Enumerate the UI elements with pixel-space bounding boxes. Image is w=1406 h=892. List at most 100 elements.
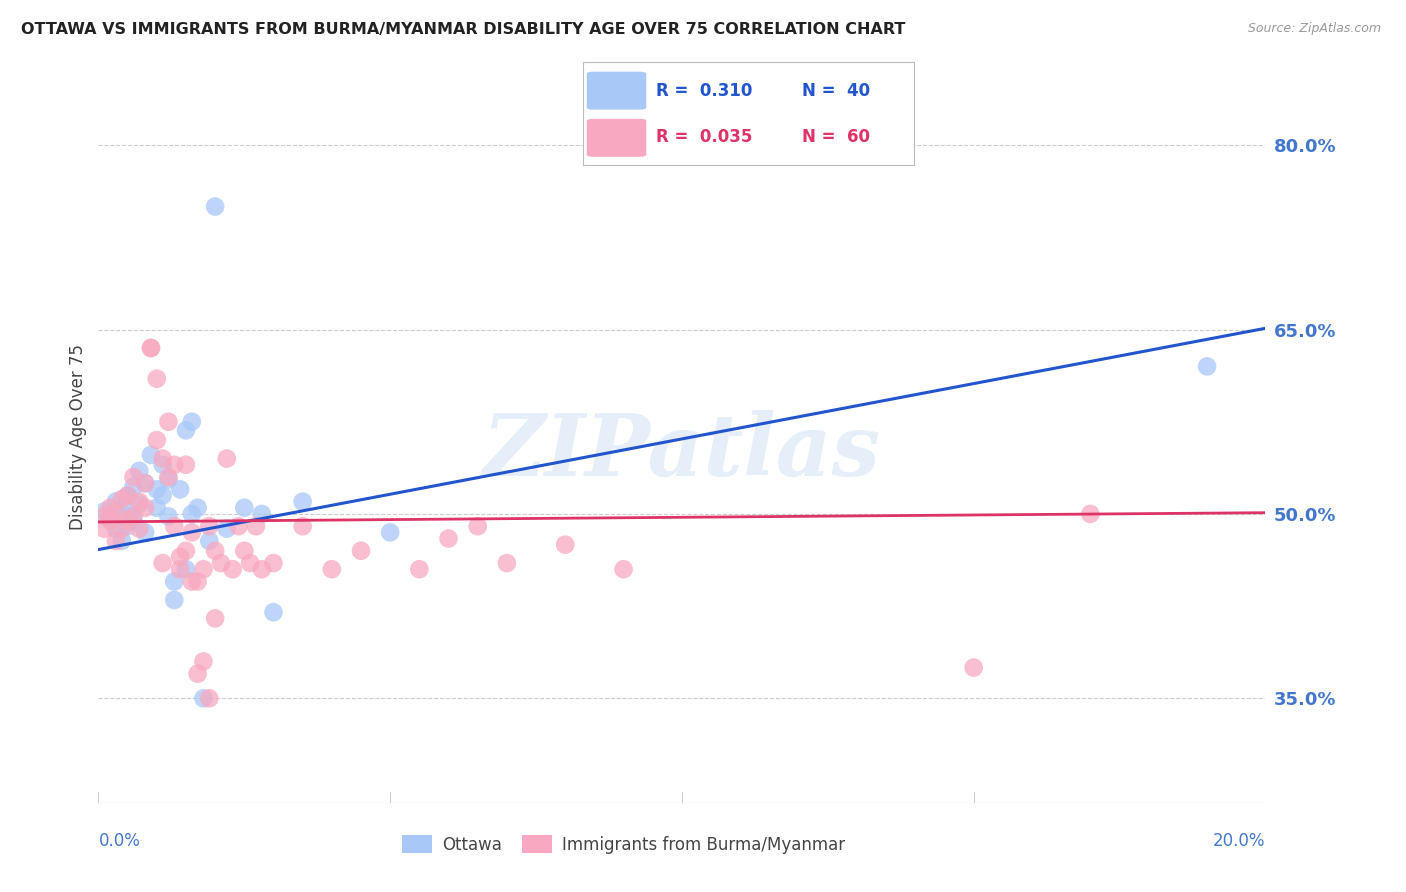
- Text: 0.0%: 0.0%: [98, 832, 141, 850]
- Point: [104, 494, 127, 508]
- Point: [163, 574, 186, 589]
- Point: [128, 522, 150, 536]
- Point: [198, 533, 221, 548]
- Point: [139, 341, 162, 355]
- Point: [204, 611, 226, 625]
- Point: [187, 574, 209, 589]
- Point: [157, 470, 180, 484]
- Point: [169, 549, 191, 564]
- Point: [139, 448, 162, 462]
- Point: [174, 458, 197, 472]
- Point: [174, 423, 197, 437]
- Point: [228, 519, 250, 533]
- Point: [98, 500, 121, 515]
- Point: [209, 556, 232, 570]
- Point: [146, 433, 169, 447]
- Point: [962, 660, 984, 674]
- Point: [111, 500, 134, 515]
- Point: [128, 494, 150, 508]
- Point: [180, 507, 202, 521]
- Point: [193, 655, 215, 669]
- Point: [93, 522, 115, 536]
- Point: [380, 525, 402, 540]
- Point: [250, 507, 273, 521]
- Point: [193, 691, 215, 706]
- Point: [117, 509, 139, 524]
- Point: [180, 574, 202, 589]
- Point: [187, 500, 209, 515]
- Point: [122, 470, 145, 484]
- Text: N =  60: N = 60: [801, 128, 869, 145]
- Point: [193, 562, 215, 576]
- Point: [180, 525, 202, 540]
- Point: [117, 488, 139, 502]
- Point: [104, 533, 127, 548]
- Legend: Ottawa, Immigrants from Burma/Myanmar: Ottawa, Immigrants from Burma/Myanmar: [395, 829, 852, 860]
- Point: [467, 519, 489, 533]
- Point: [134, 476, 156, 491]
- Point: [122, 509, 145, 524]
- Point: [152, 458, 174, 472]
- Point: [215, 451, 238, 466]
- Point: [146, 483, 169, 497]
- Point: [321, 562, 343, 576]
- Point: [408, 562, 430, 576]
- Point: [146, 500, 169, 515]
- Point: [204, 543, 226, 558]
- Point: [180, 415, 202, 429]
- Point: [169, 483, 191, 497]
- Point: [262, 556, 284, 570]
- Point: [215, 522, 238, 536]
- Point: [134, 525, 156, 540]
- Point: [93, 509, 115, 524]
- Point: [157, 509, 180, 524]
- Point: [350, 543, 373, 558]
- Point: [250, 562, 273, 576]
- Point: [104, 522, 127, 536]
- FancyBboxPatch shape: [586, 119, 647, 157]
- Text: Source: ZipAtlas.com: Source: ZipAtlas.com: [1247, 22, 1381, 36]
- Point: [122, 480, 145, 494]
- Point: [128, 497, 150, 511]
- Point: [239, 556, 262, 570]
- Text: ZIPatlas: ZIPatlas: [482, 410, 882, 493]
- Point: [93, 504, 115, 518]
- Point: [174, 543, 197, 558]
- Point: [1195, 359, 1218, 374]
- Point: [134, 476, 156, 491]
- Text: R =  0.310: R = 0.310: [657, 82, 752, 100]
- Point: [496, 556, 519, 570]
- Point: [152, 556, 174, 570]
- Point: [111, 492, 134, 507]
- Point: [612, 562, 634, 576]
- Point: [554, 538, 576, 552]
- Point: [128, 464, 150, 478]
- Text: OTTAWA VS IMMIGRANTS FROM BURMA/MYANMAR DISABILITY AGE OVER 75 CORRELATION CHART: OTTAWA VS IMMIGRANTS FROM BURMA/MYANMAR …: [21, 22, 905, 37]
- Point: [117, 488, 139, 502]
- Point: [163, 458, 186, 472]
- Text: 20.0%: 20.0%: [1213, 832, 1265, 850]
- Point: [139, 341, 162, 355]
- Point: [111, 522, 134, 536]
- Point: [146, 372, 169, 386]
- Point: [198, 519, 221, 533]
- Text: N =  40: N = 40: [801, 82, 870, 100]
- Point: [152, 488, 174, 502]
- FancyBboxPatch shape: [586, 71, 647, 110]
- Point: [1080, 507, 1102, 521]
- Point: [157, 415, 180, 429]
- Point: [233, 500, 256, 515]
- Point: [98, 512, 121, 526]
- Point: [245, 519, 267, 533]
- Point: [291, 519, 314, 533]
- Point: [117, 519, 139, 533]
- Point: [163, 519, 186, 533]
- Point: [187, 666, 209, 681]
- Point: [98, 513, 121, 527]
- Point: [198, 691, 221, 706]
- Point: [262, 605, 284, 619]
- Point: [169, 562, 191, 576]
- Point: [163, 593, 186, 607]
- Point: [134, 500, 156, 515]
- Point: [233, 543, 256, 558]
